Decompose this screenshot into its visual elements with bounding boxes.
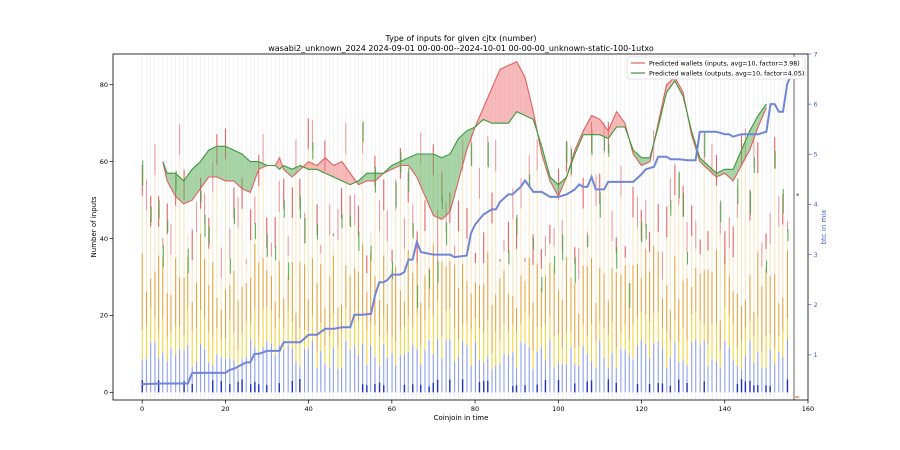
line-layer <box>142 60 793 385</box>
y2-tick-label: 1 <box>814 351 818 359</box>
fill-between-segment <box>591 115 600 135</box>
fill-between-segment <box>441 153 451 220</box>
fill-between-segment <box>699 157 709 170</box>
fill-between-segment <box>400 157 409 166</box>
y-axis-label: Number of inputs <box>90 196 98 257</box>
chart-subtitle: wasabi2_unknown_2024 2024-09-01 00-00-00… <box>268 44 654 53</box>
y2-tick-label: 4 <box>814 201 818 209</box>
fill-between-segment <box>333 161 342 181</box>
stack-layer <box>141 118 789 393</box>
fill-between-segment <box>408 153 417 178</box>
x-tick-label: 120 <box>635 405 647 413</box>
chart-title: Type of inputs for given cjtx (number) <box>384 34 536 43</box>
x-tick-label: 140 <box>719 405 731 413</box>
fill-between-segment <box>708 165 717 178</box>
fill-between-segment <box>741 130 750 166</box>
series-outputs-line <box>162 79 767 186</box>
fill-between-segment <box>308 161 317 170</box>
fill-between-segment <box>641 157 650 166</box>
fill-between-segment <box>516 61 526 116</box>
x-axis: 0 20 40 60 80 100 120 140 160 <box>140 400 814 413</box>
fill-between-segment <box>416 153 426 197</box>
y2-axis-label: btc in mix <box>820 210 828 245</box>
x-tick-label: 20 <box>221 405 229 413</box>
x-axis-label: Coinjoin in time <box>434 414 489 422</box>
fill-between-segment <box>433 153 442 220</box>
fill-between-segment <box>217 146 226 181</box>
fill-between-segment <box>483 88 492 124</box>
fill-between-segment <box>716 169 725 178</box>
inner-right-marker: ≋ <box>796 192 799 197</box>
fill-between-segment <box>250 161 259 193</box>
fill-between-segment <box>175 173 184 204</box>
series-btc-line <box>142 73 793 385</box>
fill-between-segment <box>391 161 401 170</box>
y-tick-label: 80 <box>100 81 108 89</box>
y2-tick-label: 5 <box>814 151 818 159</box>
fill-between-segment <box>608 111 617 139</box>
y-tick-label: 60 <box>100 158 108 166</box>
legend: Predicted wallets (inputs, avg=10, facto… <box>626 56 806 80</box>
fill-between-segment <box>325 157 334 178</box>
fill-between-segment <box>167 173 176 197</box>
fill-between-segment <box>458 130 467 181</box>
fill-between-segment <box>508 61 517 124</box>
y-axis: 0 20 40 60 80 <box>100 81 113 397</box>
y-tick-label: 40 <box>100 235 108 243</box>
y2-tick-label: 6 <box>814 100 818 108</box>
fill-between-segment <box>192 161 201 201</box>
fill-between-segment <box>450 138 459 212</box>
plot-area: ≋ <box>112 53 809 401</box>
fill-between-segment <box>258 161 267 170</box>
fill-between-segment <box>724 169 734 181</box>
fill-between-segment <box>225 146 234 181</box>
y2-tick-label: 2 <box>814 301 818 309</box>
fill-between-segment <box>242 153 251 193</box>
x-tick-label: 100 <box>552 405 564 413</box>
y2-axis: 1 2 3 4 5 6 7 <box>808 50 818 359</box>
fill-between-segment <box>316 157 326 174</box>
fill-between-segment <box>233 150 243 189</box>
series-inputs-line <box>162 60 767 220</box>
fill-between-segment <box>208 146 218 178</box>
legend-box <box>626 56 806 80</box>
fill-between-segment <box>341 161 351 185</box>
x-tick-label: 80 <box>471 405 479 413</box>
legend-label-inputs: Predicted wallets (inputs, avg=10, facto… <box>649 61 800 68</box>
y2-tick-label: 7 <box>814 50 818 58</box>
fill-between-segment <box>491 69 501 124</box>
fill-between-segment <box>633 150 642 166</box>
x-tick-label: 0 <box>140 405 144 413</box>
fill-between-segment <box>616 111 625 128</box>
x-tick-label: 160 <box>802 405 814 413</box>
y-tick-label: 20 <box>100 312 108 320</box>
legend-label-outputs: Predicted wallets (outputs, avg=10, fact… <box>649 71 804 78</box>
y2-tick-label: 3 <box>814 251 818 259</box>
x-tick-label: 60 <box>388 405 396 413</box>
fill-between-segment <box>749 115 759 151</box>
fill-between-segment <box>366 173 376 181</box>
fill-between-segment <box>599 119 609 139</box>
y-tick-label: 0 <box>104 389 108 397</box>
x-tick-label: 40 <box>304 405 312 413</box>
fill-between-segment <box>733 150 742 181</box>
fill-between-segment <box>500 65 509 124</box>
plot-frame <box>112 53 809 401</box>
